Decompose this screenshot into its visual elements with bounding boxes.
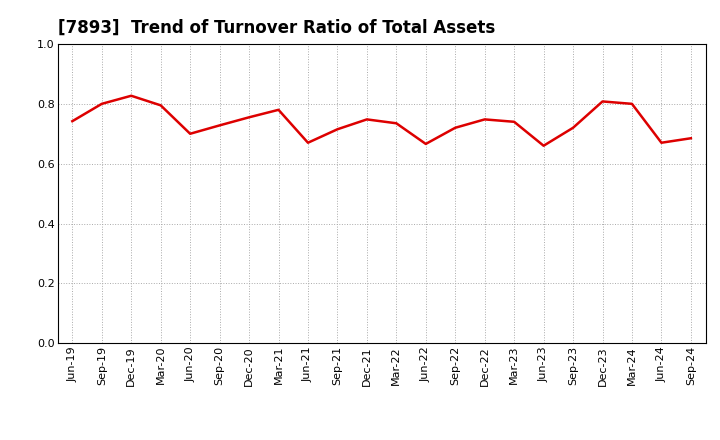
Text: [7893]  Trend of Turnover Ratio of Total Assets: [7893] Trend of Turnover Ratio of Total … <box>58 19 495 37</box>
